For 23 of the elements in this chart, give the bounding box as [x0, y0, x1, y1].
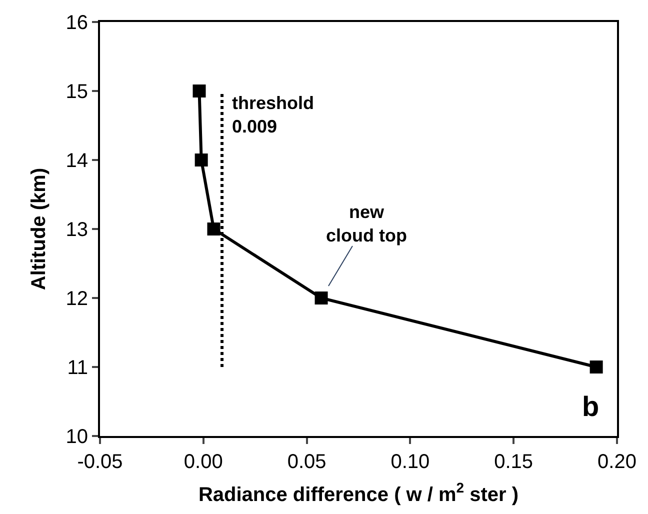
x-tick-label: 0.10 [390, 451, 430, 473]
x-tick-label: 0.20 [598, 451, 636, 473]
annotation: new cloud top [326, 202, 407, 246]
point [192, 84, 206, 98]
x-tick-label: 0.15 [494, 451, 534, 473]
x-tick-label: 0.00 [184, 451, 223, 473]
y-tick-label: 15 [66, 81, 88, 103]
x-axis-title: Radiance difference ( w / m$^{2}$ ster ) [198, 480, 519, 506]
x-tick-label: -0.05 [77, 451, 123, 473]
y-tick-label: 10 [66, 426, 88, 448]
point [314, 292, 328, 304]
y-tick-label: 14 [66, 150, 88, 172]
point [590, 360, 603, 374]
ref-line-label: threshold 0.009 [232, 93, 314, 136]
y-axis-title: Altitude (km) [28, 168, 50, 290]
y-tick-label: 11 [67, 357, 88, 379]
x-tick-label: 0.05 [287, 451, 326, 473]
y-tick-label: 13 [66, 219, 88, 241]
y-tick-label: 12 [66, 288, 88, 310]
point [194, 154, 208, 166]
y-tick-label: 16 [66, 12, 88, 34]
point [207, 222, 220, 236]
annotation: b [582, 391, 600, 422]
